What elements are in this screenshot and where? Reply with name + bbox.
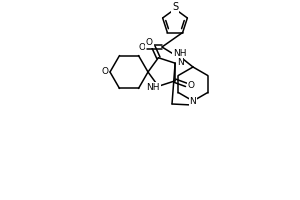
Text: NH: NH (147, 83, 160, 92)
Text: O: O (139, 43, 145, 51)
Text: S: S (172, 2, 178, 12)
Text: O: O (101, 68, 109, 76)
Text: N: N (177, 58, 184, 67)
Text: O: O (188, 81, 195, 90)
Text: N: N (190, 97, 196, 106)
Text: NH: NH (173, 49, 187, 58)
Text: O: O (146, 38, 153, 47)
